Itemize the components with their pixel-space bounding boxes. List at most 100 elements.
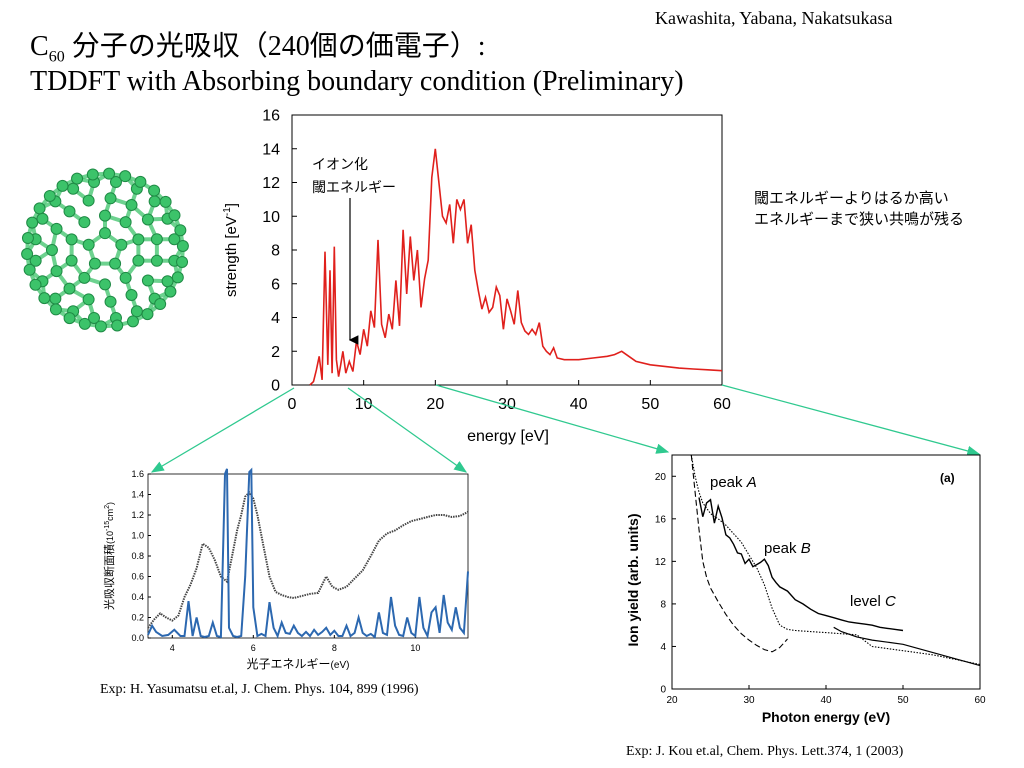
ll-y-label-sup2: 2 — [104, 505, 111, 509]
ll-xtick-label-2: 8 — [332, 643, 337, 653]
molecule-atom — [78, 271, 91, 284]
main-ytick-label-7: 14 — [262, 141, 280, 158]
lr-x-label: Photon energy (eV) — [762, 709, 890, 725]
lr-level-c-letter: C — [885, 593, 896, 610]
resonance-note-line1: 閾エネルギーよりはるか高い — [754, 190, 949, 207]
ll-xtick-label-1: 6 — [251, 643, 256, 653]
lr-xtick-label-0: 20 — [666, 695, 678, 706]
lr-level-c-word: level — [850, 593, 885, 610]
molecule-atom — [125, 289, 138, 302]
main-ytick-label-5: 10 — [262, 209, 280, 226]
main-xtick-label-5: 50 — [641, 396, 659, 413]
molecule-atom — [159, 195, 172, 208]
molecule-atom — [94, 320, 107, 333]
lr-peak-a-word: peak — [710, 474, 747, 491]
ll-x-label: 光子エネルギー(eV) — [247, 657, 350, 671]
ionization-label-line1: イオン化 — [312, 156, 368, 172]
molecule-atom — [103, 167, 116, 180]
molecule-atom — [148, 184, 161, 197]
ll-ytick-label-3: 0.6 — [131, 572, 144, 582]
molecule-atom — [56, 179, 69, 192]
ll-ytick-label-6: 1.2 — [131, 510, 144, 520]
lr-axis-ticks: 20 30 40 50 60 0 4 8 12 16 20 — [655, 472, 986, 706]
main-plot-frame — [291, 114, 723, 386]
resonance-note: 閾エネルギーよりはるか高い エネルギーまで狭い共鳴が残る — [754, 188, 964, 230]
ll-ytick-label-1: 0.2 — [131, 613, 144, 623]
molecule-atom — [29, 254, 42, 267]
molecule-atom — [132, 254, 145, 267]
molecule-atom — [150, 233, 163, 246]
molecule-atom — [168, 209, 181, 222]
main-xtick-label-2: 20 — [426, 396, 444, 413]
ll-calculation-series — [147, 467, 469, 640]
lr-plot-frame — [671, 454, 981, 690]
lr-ytick-label-3: 12 — [655, 557, 667, 568]
lr-peak-a-label: peak A — [710, 474, 757, 491]
molecule-atoms — [21, 167, 189, 333]
lr-xtick-label-3: 50 — [897, 695, 909, 706]
title-sub: 60 — [48, 48, 65, 66]
main-y-label-sup: -1 — [222, 207, 233, 216]
molecule-atom — [119, 216, 132, 229]
ll-ytick-label-0: 0.0 — [131, 633, 144, 643]
ionization-label-line2: 閾エネルギー — [312, 179, 396, 195]
ll-ytick-label-4: 0.8 — [131, 551, 144, 561]
molecule-atom — [148, 195, 161, 208]
molecule-atom — [164, 285, 177, 298]
main-x-label: energy [eV] — [467, 428, 549, 445]
slide-title: C60 分子の光吸収（240個の価電子）: — [30, 24, 485, 67]
lr-dashed-series — [690, 454, 788, 653]
main-xtick-label-6: 60 — [713, 396, 731, 413]
lr-ytick-label-1: 4 — [660, 642, 666, 653]
molecule-atom — [26, 216, 39, 229]
title-c: C — [30, 31, 49, 62]
lr-solid-series — [698, 497, 904, 632]
ll-xtick-label-0: 4 — [170, 643, 175, 653]
slide-subtitle: TDDFT with Absorbing boundary condition … — [30, 66, 684, 97]
main-ytick-label-8: 16 — [262, 108, 280, 125]
main-y-label-end: ] — [223, 203, 240, 207]
molecule-atom — [134, 175, 147, 188]
molecule-atom — [126, 315, 139, 328]
molecule-atom — [176, 255, 189, 268]
ll-ytick-label-8: 1.6 — [131, 469, 144, 479]
lr-dotted-series — [690, 454, 981, 666]
ll-y-label-unit: (10 — [105, 531, 115, 544]
molecule-atom — [50, 222, 63, 235]
molecule-atom — [63, 282, 76, 295]
molecule-atom — [78, 216, 91, 229]
molecule-atom — [36, 212, 49, 225]
molecule-atom — [111, 319, 124, 332]
lr-xtick-label-1: 30 — [743, 695, 755, 706]
molecule-atom — [29, 278, 42, 291]
molecule-atom — [50, 265, 63, 278]
lr-peak-b-label: peak B — [764, 540, 811, 557]
ll-xtick-label-3: 10 — [410, 643, 420, 653]
connector-arrow-1 — [150, 387, 295, 473]
molecule-atom — [109, 257, 122, 270]
molecule-atom — [63, 312, 76, 325]
molecule-atom — [119, 170, 132, 183]
main-xtick-label-0: 0 — [288, 396, 297, 413]
molecule-atom — [23, 263, 36, 276]
connector-arrow-2 — [347, 387, 468, 473]
molecule-atom — [154, 298, 167, 311]
reference-yasumatsu: Exp: H. Yasumatsu et.al, J. Chem. Phys. … — [100, 682, 419, 697]
molecule-atom — [141, 274, 154, 287]
molecule-atom — [176, 239, 189, 252]
ll-ytick-label-2: 0.4 — [131, 592, 144, 602]
lr-peak-a-letter: A — [746, 474, 757, 491]
molecule-atom — [130, 305, 143, 318]
tddft-series-line — [309, 148, 723, 386]
ll-experiment-series — [147, 490, 469, 629]
main-xtick-label-3: 30 — [498, 396, 516, 413]
lr-panel-label: (a) — [940, 471, 955, 485]
molecule-atom — [174, 224, 187, 237]
main-ytick-label-0: 0 — [271, 378, 280, 395]
molecule-atom — [21, 248, 34, 261]
molecule-atom — [109, 176, 122, 189]
main-y-label-main: strength [eV — [223, 216, 240, 297]
molecule-atom — [71, 172, 84, 185]
molecule-atom — [99, 227, 111, 240]
molecule-atom — [21, 232, 34, 245]
